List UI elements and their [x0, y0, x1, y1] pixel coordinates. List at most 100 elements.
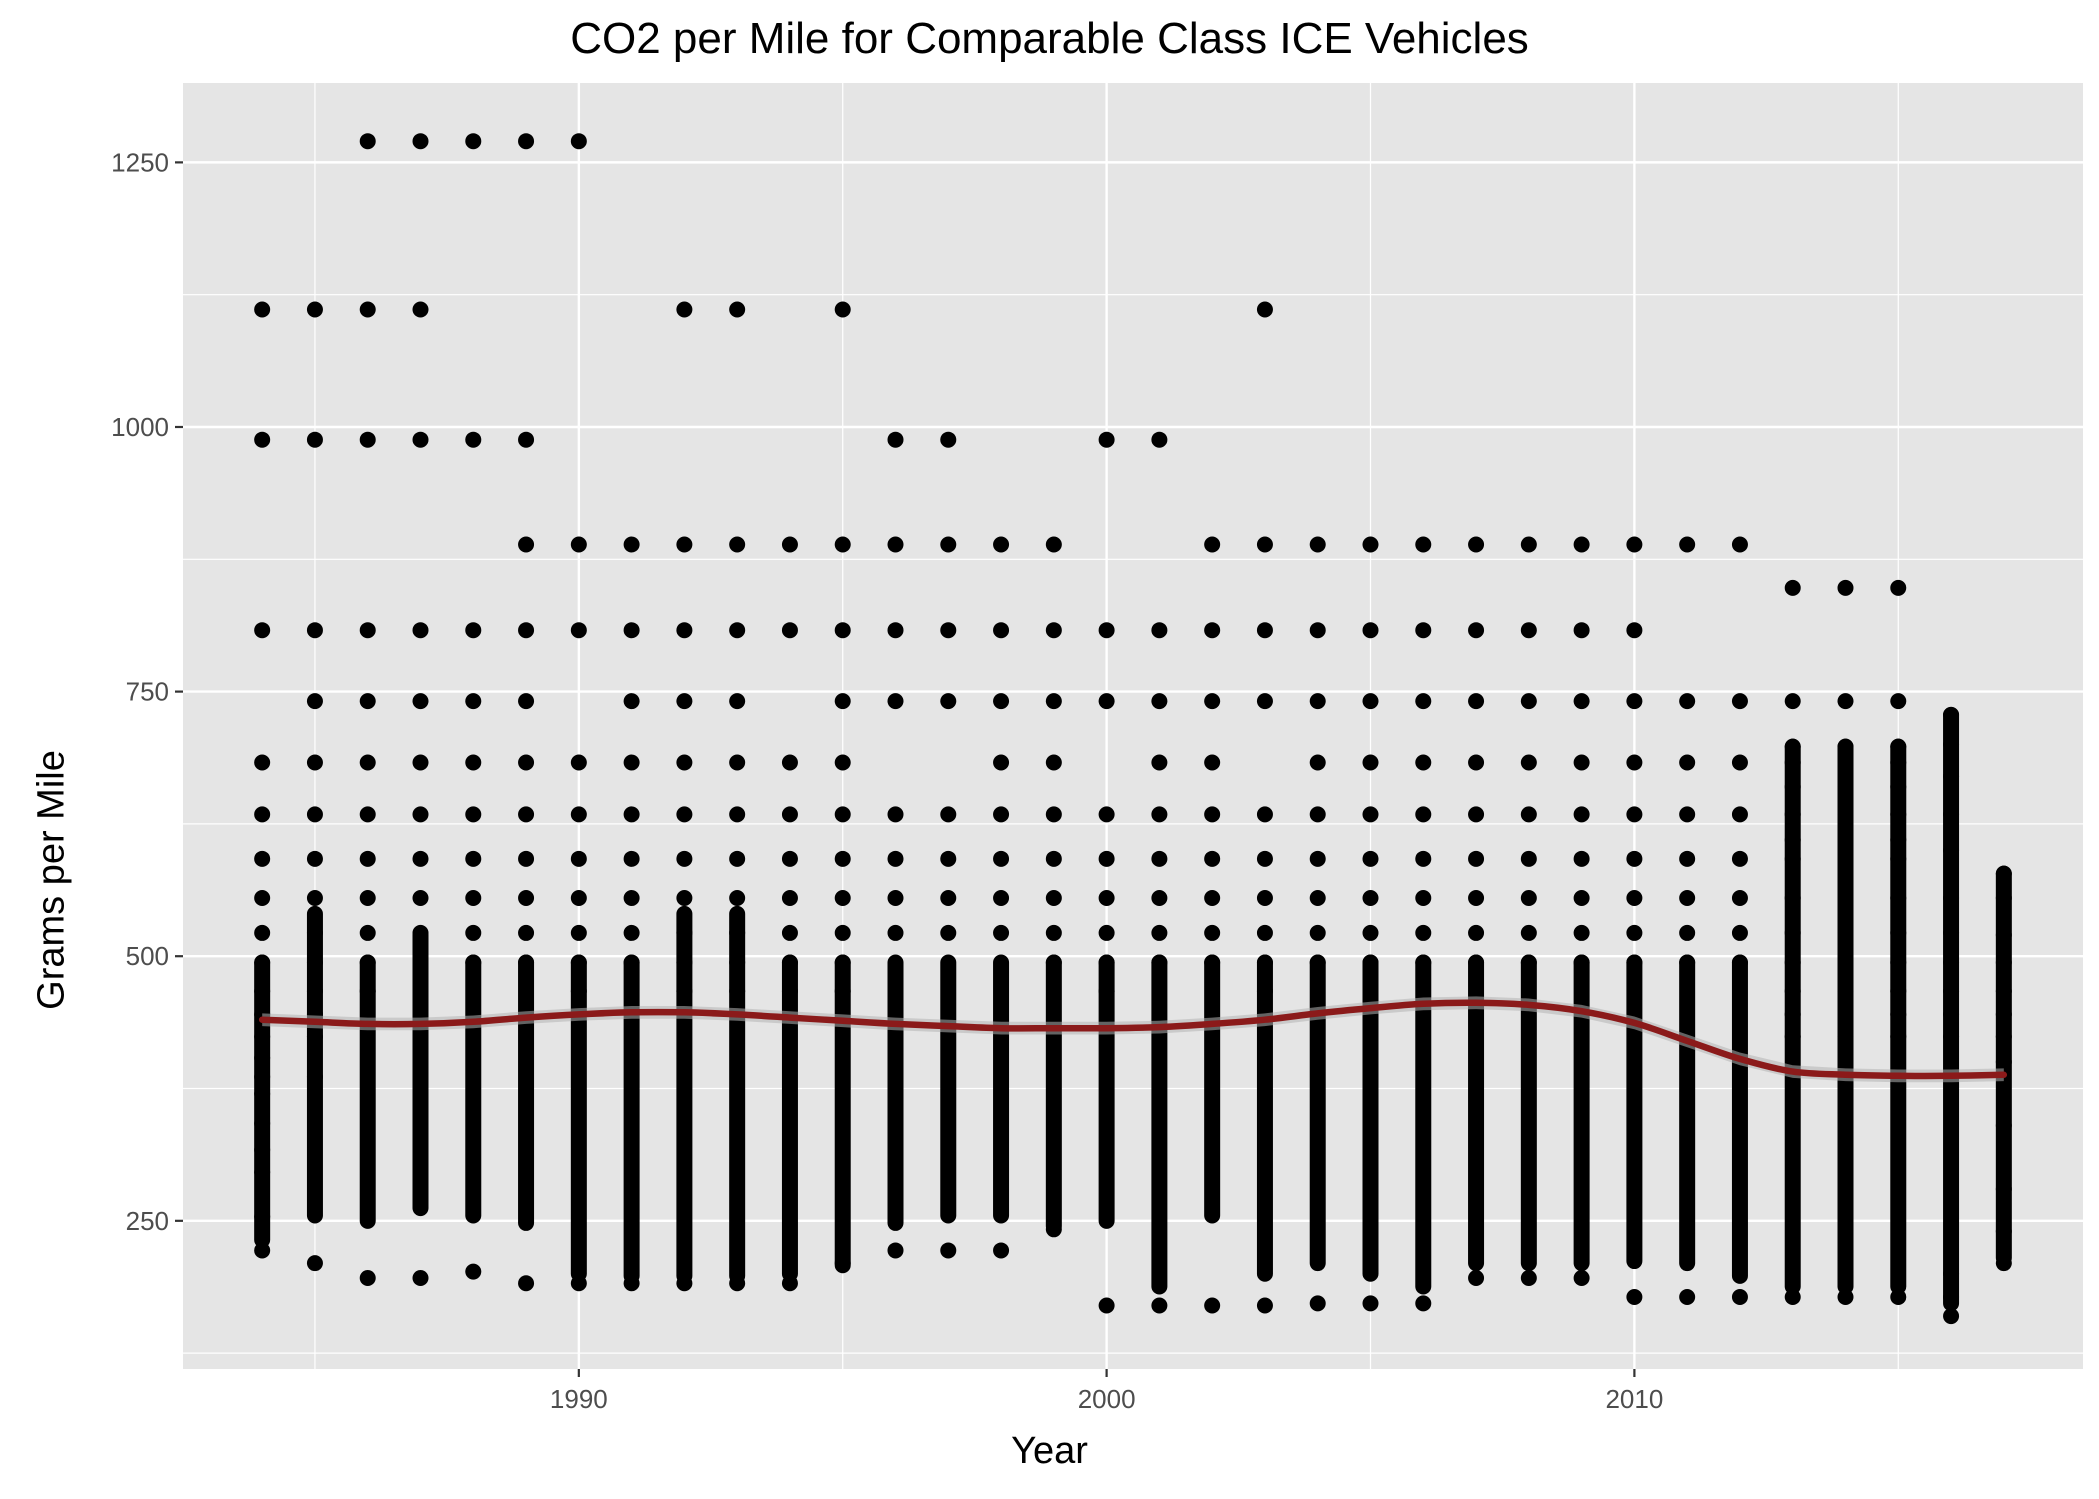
data-point — [1837, 754, 1854, 771]
data-point — [1890, 1289, 1907, 1306]
data-point — [1679, 889, 1696, 906]
data-point — [1520, 954, 1537, 971]
data-point — [834, 924, 851, 941]
data-point — [834, 301, 851, 318]
data-point — [254, 622, 271, 639]
data-point — [676, 983, 693, 1000]
data-point — [1256, 301, 1273, 318]
data-point — [1098, 889, 1115, 906]
data-point — [940, 536, 957, 553]
data-point — [1468, 806, 1485, 823]
data-point — [1890, 850, 1907, 867]
data-point — [1837, 850, 1854, 867]
data-point — [1943, 806, 1960, 823]
data-point — [1995, 927, 2012, 944]
data-point — [570, 1275, 587, 1292]
data-point — [359, 133, 376, 150]
data-point — [1098, 1297, 1115, 1314]
data-point — [887, 889, 904, 906]
data-point — [518, 850, 535, 867]
data-point — [834, 622, 851, 639]
data-point — [1943, 706, 1960, 723]
data-point — [1045, 806, 1062, 823]
data-point — [729, 1275, 746, 1292]
data-point — [1679, 1289, 1696, 1306]
data-point — [1362, 924, 1379, 941]
data-point — [570, 983, 587, 1000]
data-point — [1943, 768, 1960, 785]
data-point — [887, 1242, 904, 1259]
data-point — [412, 622, 429, 639]
smooth-fit — [258, 996, 2008, 1083]
data-point — [1943, 842, 1960, 859]
data-point — [1626, 806, 1643, 823]
data-point — [1837, 924, 1854, 941]
data-point — [1679, 924, 1696, 941]
y-tick-label-500: 500 — [126, 941, 169, 971]
data-point — [570, 622, 587, 639]
data-point — [729, 301, 746, 318]
data-point — [1362, 1295, 1379, 1312]
data-point — [1943, 1006, 1960, 1023]
plot-panel — [183, 83, 2083, 1369]
data-point — [676, 301, 693, 318]
data-point — [359, 954, 376, 971]
data-point — [1204, 889, 1221, 906]
data-point — [834, 754, 851, 771]
data-point — [1731, 754, 1748, 771]
data-point — [1784, 1028, 1801, 1045]
data-point — [1837, 983, 1854, 1000]
data-point — [465, 754, 482, 771]
data-point — [1837, 954, 1854, 971]
data-point — [518, 693, 535, 710]
data-point — [781, 889, 798, 906]
chart-title: CO2 per Mile for Comparable Class ICE Ve… — [570, 14, 1529, 63]
data-point — [1415, 889, 1432, 906]
data-point — [412, 850, 429, 867]
data-point — [1520, 850, 1537, 867]
data-point — [518, 133, 535, 150]
data-point — [254, 1141, 271, 1158]
smooth-line — [258, 999, 2008, 1080]
data-point — [1045, 889, 1062, 906]
data-point — [1415, 1295, 1432, 1312]
data-point — [834, 1255, 851, 1272]
data-point — [834, 536, 851, 553]
data-point — [1204, 954, 1221, 971]
data-point — [254, 1085, 271, 1102]
data-point — [1837, 806, 1854, 823]
data-point — [254, 889, 271, 906]
data-point — [1204, 536, 1221, 553]
data-point — [1362, 693, 1379, 710]
data-point — [1679, 754, 1696, 771]
data-point — [306, 431, 323, 448]
data-point — [1731, 850, 1748, 867]
data-point — [1679, 806, 1696, 823]
data-point — [1731, 954, 1748, 971]
data-point — [1784, 850, 1801, 867]
data-point — [465, 954, 482, 971]
data-point — [1626, 693, 1643, 710]
data-point — [1890, 693, 1907, 710]
data-point — [1151, 693, 1168, 710]
data-point — [1731, 924, 1748, 941]
data-point — [1573, 693, 1590, 710]
x-axis-label: Year — [1011, 1430, 1088, 1472]
data-point — [834, 850, 851, 867]
data-point — [1784, 754, 1801, 771]
data-point — [1362, 850, 1379, 867]
data-point — [781, 924, 798, 941]
data-point — [1943, 736, 1960, 753]
data-point — [1995, 954, 2012, 971]
data-point — [676, 850, 693, 867]
data-point — [1309, 622, 1326, 639]
data-point — [1256, 850, 1273, 867]
data-point — [1890, 954, 1907, 971]
data-point — [1890, 754, 1907, 771]
data-point — [1204, 806, 1221, 823]
data-point — [1520, 1269, 1537, 1286]
data-point — [1890, 1006, 1907, 1023]
data-point — [1573, 754, 1590, 771]
data-point — [1784, 693, 1801, 710]
